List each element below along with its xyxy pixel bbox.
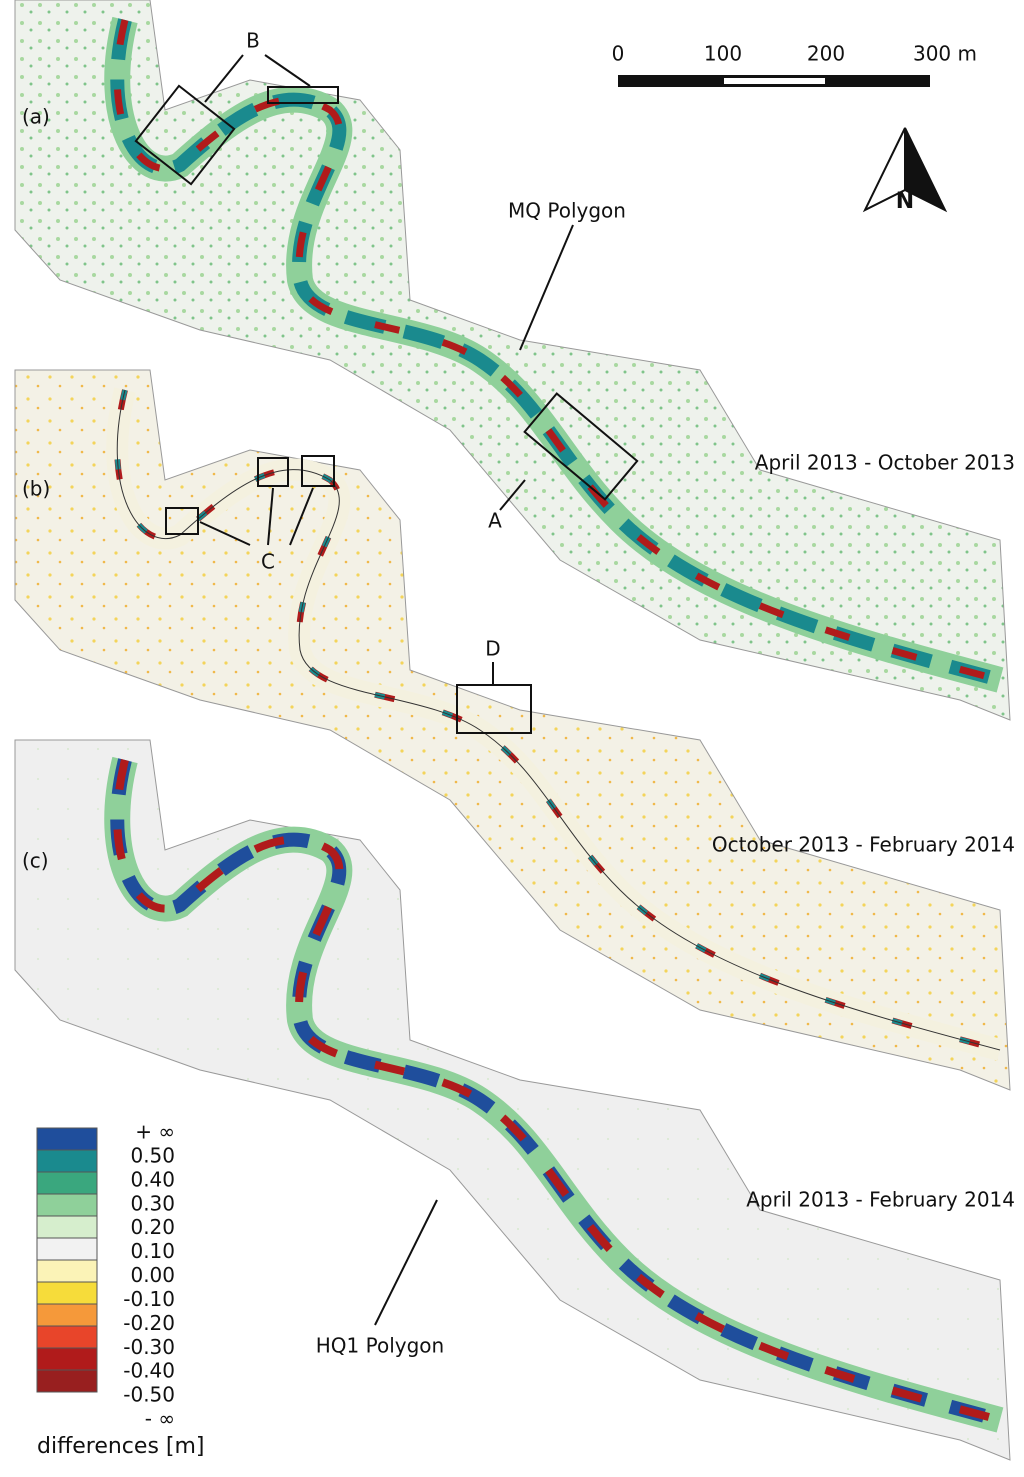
legend-label: -0.50 [123, 1383, 175, 1407]
legend: differences [m] + ∞0.500.400.300.200.100… [36, 1120, 205, 1459]
leader [204, 54, 244, 103]
legend-swatch [36, 1281, 98, 1305]
leader [267, 487, 274, 546]
legend-label: - ∞ [145, 1407, 175, 1431]
leader [374, 1199, 438, 1326]
panel-label: (a) [22, 105, 50, 129]
legend-label: 0.50 [130, 1143, 175, 1167]
legend-swatch [36, 1303, 98, 1327]
legend-label: 0.20 [130, 1215, 175, 1239]
scale-label: 200 [807, 42, 845, 66]
label-c: C [261, 550, 275, 574]
period-label: April 2013 - February 2014 [746, 1188, 1015, 1212]
scale-label: 300 m [913, 42, 977, 66]
leader [199, 521, 251, 546]
annotations: B A C D MQ Polygon HQ1 Polygon [134, 29, 639, 1358]
label-mq: MQ Polygon [508, 199, 626, 223]
leader [264, 54, 311, 87]
box-c [301, 455, 335, 487]
legend-swatch [36, 1149, 98, 1173]
period-label: October 2013 - February 2014 [712, 833, 1015, 857]
legend-label: 0.40 [130, 1167, 175, 1191]
legend-label: -0.20 [123, 1311, 175, 1335]
scale-label: 0 [612, 42, 625, 66]
arrow-half [904, 127, 948, 213]
panel-texts: (a) (b) (c) April 2013 - October 2013 Oc… [22, 105, 1015, 1212]
legend-swatch [36, 1347, 98, 1371]
legend-swatch [36, 1171, 98, 1195]
panel-label: (c) [22, 849, 49, 873]
north-arrow: N [862, 127, 948, 214]
leader [289, 487, 314, 546]
leader [519, 224, 574, 351]
legend-swatch [36, 1259, 98, 1283]
box-b [267, 86, 339, 104]
legend-swatch [36, 1325, 98, 1349]
legend-label: 0.30 [130, 1191, 175, 1215]
box-c [257, 457, 289, 487]
period-label: April 2013 - October 2013 [755, 451, 1015, 475]
legend-title: differences [m] [37, 1434, 205, 1459]
leader [499, 479, 526, 511]
north-label: N [896, 189, 914, 214]
box-c [165, 507, 199, 535]
legend-swatch [36, 1215, 98, 1239]
legend-swatch [36, 1237, 98, 1261]
legend-label: + ∞ [135, 1120, 175, 1144]
legend-swatch [36, 1369, 98, 1393]
legend-swatch [36, 1193, 98, 1217]
box-b [134, 84, 236, 186]
scale-label: 100 [704, 42, 742, 66]
legend-swatch [36, 1127, 98, 1151]
legend-label: 0.10 [130, 1239, 175, 1263]
label-hq1: HQ1 Polygon [316, 1334, 444, 1358]
legend-label: -0.10 [123, 1287, 175, 1311]
panel-label: (b) [22, 477, 50, 501]
scale-bar: 0 100 200 300 m [612, 42, 977, 87]
label-a: A [488, 509, 502, 533]
label-b: B [246, 29, 260, 53]
label-d: D [485, 637, 500, 661]
legend-label: 0.00 [130, 1263, 175, 1287]
box-a [523, 392, 639, 501]
legend-label: -0.40 [123, 1359, 175, 1383]
legend-label: -0.30 [123, 1335, 175, 1359]
scale-bar-segment [724, 78, 825, 84]
